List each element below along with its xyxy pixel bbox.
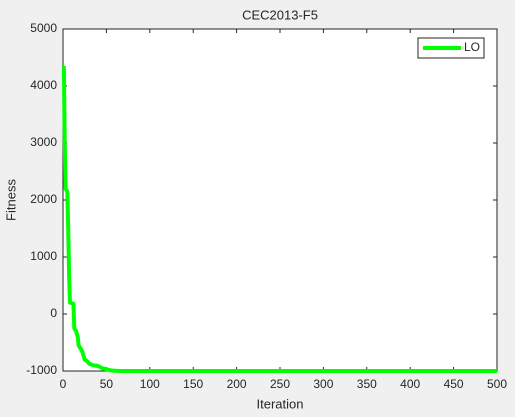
x-tick-label: 100: [140, 377, 160, 391]
y-tick-label: 1000: [30, 249, 57, 263]
x-tick-label: 500: [487, 377, 507, 391]
x-axis-label: Iteration: [257, 396, 304, 411]
plot-area: [62, 28, 498, 372]
y-tick-label: 2000: [30, 192, 57, 206]
x-tick-label: 250: [270, 377, 290, 391]
x-tick-label: 300: [313, 377, 333, 391]
x-tick-label: 450: [444, 377, 464, 391]
x-tick-label: 200: [227, 377, 247, 391]
x-tick-label: 0: [60, 377, 67, 391]
y-axis-label: Fitness: [3, 179, 18, 221]
y-tick-label: 3000: [30, 135, 57, 149]
legend-label: LO: [464, 40, 480, 54]
x-tick-label: 400: [400, 377, 420, 391]
x-tick-label: 150: [183, 377, 203, 391]
x-tick-label: 350: [357, 377, 377, 391]
y-tick-label: -1000: [26, 363, 57, 377]
x-tick-label: 50: [100, 377, 114, 391]
line: [61, 66, 497, 373]
y-tick-label: 4000: [30, 78, 57, 92]
y-tick-label: 0: [50, 306, 57, 320]
y-tick-label: 5000: [30, 21, 57, 35]
chart-title: CEC2013-F5: [242, 7, 318, 22]
